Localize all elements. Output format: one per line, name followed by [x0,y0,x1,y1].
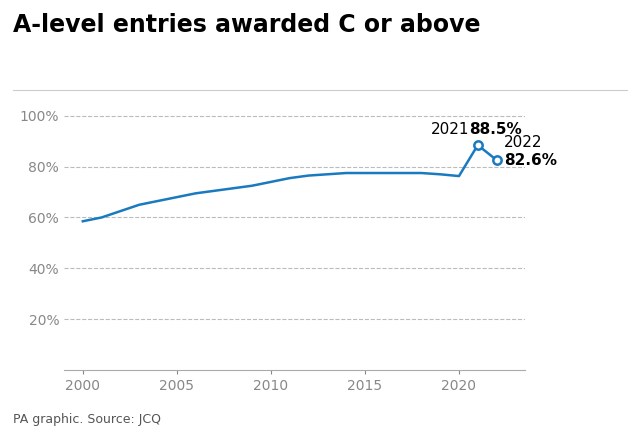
Text: 82.6%: 82.6% [504,153,557,168]
Text: PA graphic. Source: JCQ: PA graphic. Source: JCQ [13,413,161,426]
Text: 88.5%: 88.5% [469,123,522,138]
Text: 2022: 2022 [504,135,543,150]
Text: A-level entries awarded C or above: A-level entries awarded C or above [13,13,480,37]
Text: 2021: 2021 [431,123,469,138]
